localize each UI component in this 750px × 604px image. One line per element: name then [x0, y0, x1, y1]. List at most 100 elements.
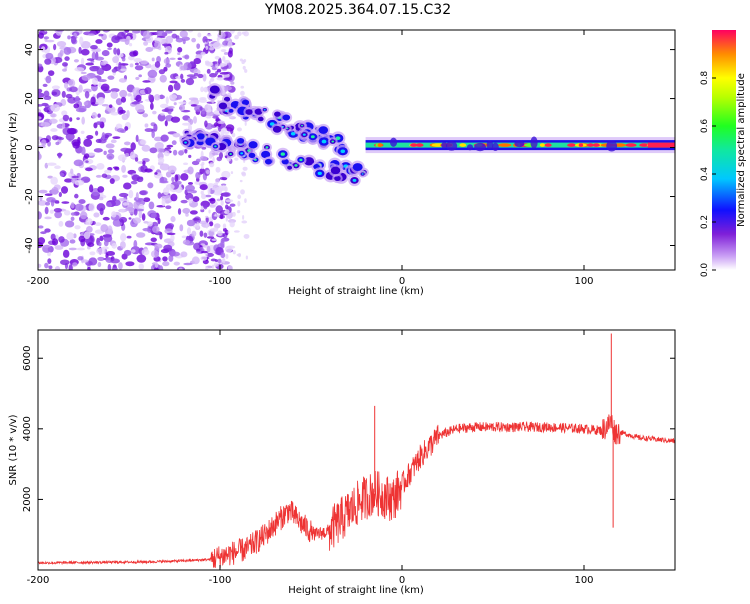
noise-blob: [161, 108, 170, 112]
noise-blob: [150, 78, 156, 82]
lower-branch-core: [299, 158, 303, 162]
noise-blob: [214, 186, 223, 195]
colorbar-ticks: 0.0 0.2 0.4 0.6 0.8: [700, 71, 716, 277]
noise-blob: [181, 235, 187, 239]
noise-blob: [101, 50, 110, 57]
upper-branch-blob: [257, 116, 264, 122]
noise-blob: [79, 36, 84, 45]
noise-blob: [152, 110, 157, 115]
noise-blob: [117, 154, 127, 162]
noise-blob: [206, 101, 216, 104]
noise-blob: [87, 242, 95, 247]
noise-blob: [119, 241, 126, 249]
noise-fringe-blob: [242, 166, 248, 171]
noise-blob: [78, 84, 83, 93]
noise-fringe-blob: [217, 38, 220, 44]
noise-blob: [212, 41, 222, 50]
noise-blob: [56, 40, 67, 48]
noise-fringe-blob: [219, 62, 225, 68]
noise-blob: [120, 96, 127, 103]
noise-blob: [197, 73, 204, 79]
noise-blob: [38, 237, 46, 245]
noise-blob: [204, 194, 212, 198]
noise-blob: [183, 63, 187, 71]
noise-blob: [153, 267, 159, 270]
lower-branch-blob: [248, 152, 256, 159]
noise-blob: [202, 73, 207, 82]
noise-fringe-blob: [236, 209, 241, 214]
noise-blob: [182, 122, 191, 126]
noise-blob: [221, 170, 231, 179]
noise-fringe-blob: [232, 250, 236, 255]
noise-blob: [154, 40, 161, 50]
noise-blob: [118, 192, 129, 198]
noise-blob: [115, 123, 123, 130]
upper-branch-blob: [218, 102, 228, 110]
noise-blob: [93, 212, 100, 218]
noise-blob: [166, 232, 176, 236]
noise-blob: [139, 190, 147, 196]
noise-blob: [203, 232, 208, 238]
noise-blob: [134, 157, 139, 162]
noise-blob: [188, 154, 192, 159]
noise-blob: [144, 87, 152, 95]
noise-blob: [68, 247, 77, 251]
noise-blob: [201, 146, 207, 150]
noise-blob: [148, 93, 152, 101]
noise-blob: [50, 128, 58, 132]
noise-blob: [50, 176, 58, 185]
noise-blob: [124, 30, 130, 33]
noise-blob: [124, 126, 129, 131]
noise-blob: [223, 77, 233, 81]
noise-blob: [151, 130, 155, 139]
noise-blob: [154, 94, 161, 101]
noise-blob: [55, 141, 60, 146]
noise-blob: [139, 24, 149, 27]
noise-blob: [48, 265, 53, 270]
noise-blob: [205, 216, 209, 223]
noise-blob: [135, 94, 142, 102]
spectrogram-y-label: Frequency (Hz): [8, 112, 19, 188]
noise-blob: [51, 238, 59, 246]
noise-blob: [88, 257, 98, 266]
noise-blob: [97, 113, 101, 118]
noise-blob: [41, 46, 46, 53]
noise-blob: [171, 176, 175, 183]
noise-blob: [101, 132, 106, 140]
noise-blob: [38, 151, 41, 160]
noise-fringe-blob: [201, 165, 204, 170]
noise-blob: [185, 184, 195, 192]
snr-x-tick-label: -100: [209, 575, 232, 586]
noise-blob: [192, 196, 200, 203]
noise-fringe-blob: [238, 253, 242, 258]
noise-blob: [206, 236, 215, 239]
noise-blob: [120, 147, 130, 152]
noise-blob: [92, 65, 101, 69]
noise-blob: [156, 30, 165, 38]
lower-branch-core: [352, 178, 357, 182]
snr-x-ticks: -200 -100 0 100: [27, 330, 594, 586]
noise-blob: [74, 95, 80, 104]
upper-branch-core: [331, 140, 335, 143]
noise-fringe-blob: [237, 31, 242, 37]
noise-blob: [219, 213, 224, 220]
noise-blob: [196, 43, 201, 49]
noise-blob: [60, 186, 69, 194]
noise-blob: [165, 205, 172, 210]
noise-blob: [163, 58, 171, 65]
noise-blob: [38, 200, 47, 206]
lower-branch-core: [229, 153, 232, 155]
noise-blob: [70, 212, 76, 216]
noise-blob: [107, 225, 113, 234]
carrier-line-hotspot: [539, 143, 546, 147]
noise-blob: [128, 43, 133, 47]
lower-branch-blob: [261, 150, 271, 159]
noise-blob: [72, 262, 78, 267]
noise-blob: [171, 251, 180, 257]
noise-blob: [217, 120, 225, 125]
noise-fringe-blob: [240, 85, 245, 89]
noise-blob: [168, 254, 174, 262]
noise-blob: [81, 116, 85, 125]
noise-fringe-blob: [220, 49, 227, 53]
